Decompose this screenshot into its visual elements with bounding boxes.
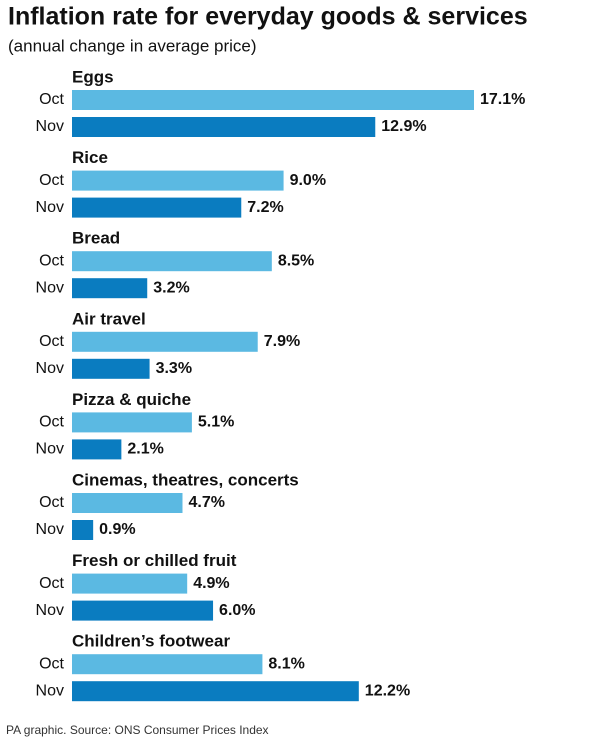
value-label: 17.1%	[480, 91, 525, 108]
bar	[72, 493, 183, 513]
bar	[72, 439, 122, 460]
bar	[72, 654, 263, 675]
value-label: 0.9%	[99, 521, 135, 538]
bar	[72, 90, 474, 110]
series-label: Nov	[36, 682, 64, 699]
category-label: Eggs	[72, 67, 114, 86]
value-label: 8.5%	[278, 252, 314, 269]
series-label: Nov	[36, 602, 64, 619]
bar	[72, 573, 188, 594]
bar	[72, 358, 150, 379]
bar	[72, 600, 214, 621]
chart-subtitle: (annual change in average price)	[8, 36, 257, 55]
value-label: 12.9%	[381, 118, 426, 135]
value-label: 4.7%	[188, 494, 224, 511]
category-label: Air travel	[72, 309, 146, 328]
source-note: PA graphic. Source: ONS Consumer Prices …	[6, 723, 269, 737]
value-label: 3.3%	[156, 360, 192, 377]
series-label: Oct	[39, 414, 64, 431]
value-label: 5.1%	[198, 414, 234, 431]
value-label: 4.9%	[193, 575, 229, 592]
value-label: 7.2%	[247, 199, 283, 216]
series-label: Nov	[36, 279, 64, 296]
bar	[72, 412, 192, 433]
series-label: Nov	[36, 360, 64, 377]
chart-title: Inflation rate for everyday goods & serv…	[8, 3, 528, 31]
category-label: Children’s footwear	[72, 632, 230, 651]
series-label: Oct	[39, 655, 64, 672]
value-label: 12.2%	[365, 682, 410, 699]
category-label: Fresh or chilled fruit	[72, 551, 237, 570]
bar	[72, 520, 94, 540]
value-label: 3.2%	[153, 279, 189, 296]
category-label: Bread	[72, 229, 120, 248]
value-label: 8.1%	[268, 655, 304, 672]
bar	[72, 681, 359, 702]
value-label: 6.0%	[219, 602, 255, 619]
series-label: Nov	[36, 441, 64, 458]
bar	[72, 331, 258, 352]
category-label: Pizza & quiche	[72, 390, 191, 409]
bar	[72, 197, 242, 218]
series-label: Oct	[39, 494, 64, 511]
series-label: Oct	[39, 575, 64, 592]
category-label: Rice	[72, 148, 108, 167]
bar	[72, 278, 148, 299]
series-label: Oct	[39, 252, 64, 269]
value-label: 2.1%	[127, 441, 163, 458]
series-label: Oct	[39, 333, 64, 350]
category-label: Cinemas, theatres, concerts	[72, 470, 299, 489]
bar	[72, 251, 272, 272]
bar	[72, 170, 284, 191]
value-label: 9.0%	[290, 172, 326, 189]
series-label: Oct	[39, 172, 64, 189]
series-label: Nov	[36, 199, 64, 216]
value-label: 7.9%	[264, 333, 300, 350]
series-label: Nov	[36, 521, 64, 538]
series-label: Nov	[36, 118, 64, 135]
bar	[72, 117, 376, 137]
series-label: Oct	[39, 91, 64, 108]
